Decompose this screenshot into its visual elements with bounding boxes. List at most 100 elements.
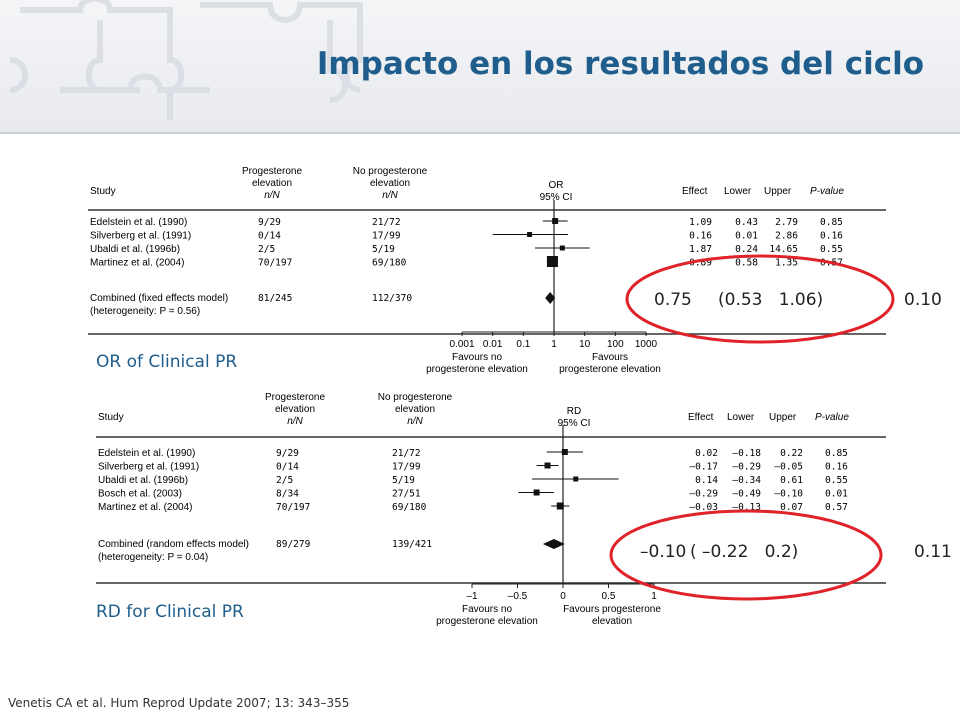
slide-title: Impacto en los resultados del ciclo bbox=[316, 46, 924, 82]
undefined-x-tick-label: 100 bbox=[607, 339, 624, 350]
undefined-study-lower: 0.01 bbox=[735, 231, 758, 242]
undefined-study-g2: 21/72 bbox=[392, 448, 421, 459]
undefined-study-effect: 0.16 bbox=[689, 231, 712, 242]
undefined-study-pvalue: 0.85 bbox=[820, 217, 843, 228]
undefined-study-g2: 69/180 bbox=[392, 502, 427, 513]
undefined-study-upper: 1.35 bbox=[775, 258, 798, 269]
undefined-header-group1: n/N bbox=[264, 190, 280, 201]
undefined-favours-left: Favours no bbox=[452, 352, 502, 363]
undefined-header-measure: RD bbox=[567, 406, 581, 417]
undefined-study-pvalue: 0.55 bbox=[820, 244, 843, 255]
highlight-effect-or: 0.75 bbox=[654, 290, 692, 310]
undefined-combined-g1: 81/245 bbox=[258, 293, 292, 304]
undefined-study-effect: 1.09 bbox=[689, 217, 712, 228]
undefined-study-effect: 0.89 bbox=[689, 258, 712, 269]
undefined-study-marker bbox=[546, 256, 558, 267]
undefined-study-effect: –0.03 bbox=[689, 502, 718, 513]
undefined-study-g1: 0/14 bbox=[276, 462, 299, 473]
undefined-favours-left: Favours no bbox=[462, 604, 512, 615]
undefined-x-tick-label: 0.01 bbox=[483, 339, 503, 350]
undefined-study-g1: 2/5 bbox=[258, 244, 275, 255]
undefined-combined-diamond bbox=[542, 539, 565, 549]
undefined-study-upper: –0.05 bbox=[774, 462, 803, 473]
undefined-header-upper: Upper bbox=[769, 412, 797, 423]
undefined-study-lower: 0.43 bbox=[735, 217, 758, 228]
highlight-effect-rd: –0.10 bbox=[640, 542, 687, 562]
undefined-header-group2: No progesterone bbox=[378, 392, 453, 403]
undefined-x-tick-label: 1 bbox=[551, 339, 557, 350]
undefined-study-upper: 2.86 bbox=[775, 231, 798, 242]
undefined-study-g1: 70/197 bbox=[276, 502, 310, 513]
undefined-header-ci: 95% CI bbox=[540, 192, 573, 203]
undefined-study-marker bbox=[533, 489, 540, 496]
puzzle-background bbox=[9, 0, 363, 120]
undefined-combined-heterogeneity: (heterogeneity: P = 0.04) bbox=[98, 552, 208, 563]
undefined-study-lower: 0.24 bbox=[735, 244, 758, 255]
undefined-header-study: Study bbox=[90, 186, 116, 197]
undefined-study-name: Martinez et al. (2004) bbox=[90, 258, 185, 269]
undefined-study-name: Martinez et al. (2004) bbox=[98, 502, 193, 513]
undefined-study-g2: 5/19 bbox=[392, 475, 415, 486]
undefined-study-name: Silverberg et al. (1991) bbox=[98, 462, 199, 473]
undefined-header-pvalue: P-value bbox=[810, 186, 844, 197]
undefined-header-upper: Upper bbox=[764, 186, 792, 197]
undefined-combined-label: Combined (fixed effects model) bbox=[90, 293, 228, 304]
highlight-pvalue-rd: 0.11 bbox=[914, 542, 952, 562]
undefined-study-effect: 0.14 bbox=[695, 475, 718, 486]
undefined-header-ci: 95% CI bbox=[558, 418, 591, 429]
undefined-study-upper: 0.22 bbox=[780, 448, 803, 459]
undefined-study-g2: 27/51 bbox=[392, 489, 421, 500]
undefined-favours-right: Favours progesterone bbox=[563, 604, 661, 615]
undefined-study-g1: 9/29 bbox=[276, 448, 299, 459]
undefined-study-marker bbox=[556, 502, 564, 510]
undefined-combined-label: Combined (random effects model) bbox=[98, 539, 249, 550]
undefined-study-marker bbox=[559, 245, 565, 251]
undefined-header-pvalue: P-value bbox=[815, 412, 849, 423]
highlight-ci-rd: ( –0.22 0.2) bbox=[690, 542, 799, 562]
undefined-study-lower: –0.29 bbox=[732, 462, 761, 473]
undefined-header-lower: Lower bbox=[727, 412, 755, 423]
undefined-study-pvalue: 0.16 bbox=[825, 462, 848, 473]
undefined-header-group2: elevation bbox=[395, 404, 435, 415]
highlight-pvalue-or: 0.10 bbox=[904, 290, 942, 310]
undefined-study-effect: 1.87 bbox=[689, 244, 712, 255]
undefined-header-group1: n/N bbox=[287, 416, 303, 427]
undefined-study-lower: –0.13 bbox=[732, 502, 761, 513]
caption-or: OR of Clinical PR bbox=[96, 352, 238, 372]
undefined-study-effect: –0.29 bbox=[689, 489, 718, 500]
undefined-study-lower: –0.18 bbox=[732, 448, 761, 459]
undefined-study-lower: 0.58 bbox=[735, 258, 758, 269]
undefined-study-g1: 8/34 bbox=[276, 489, 299, 500]
undefined-favours-right: progesterone elevation bbox=[559, 364, 661, 375]
undefined-x-tick-label: –1 bbox=[466, 591, 478, 602]
undefined-header-group1: Progesterone bbox=[265, 392, 325, 403]
undefined-study-pvalue: 0.85 bbox=[825, 448, 848, 459]
undefined-study-name: Silverberg et al. (1991) bbox=[90, 231, 191, 242]
undefined-study-name: Bosch et al. (2003) bbox=[98, 489, 182, 500]
undefined-study-g2: 69/180 bbox=[372, 258, 407, 269]
undefined-header-effect: Effect bbox=[682, 186, 708, 197]
undefined-study-name: Ubaldi et al. (1996b) bbox=[90, 244, 180, 255]
undefined-favours-right: elevation bbox=[592, 616, 632, 627]
undefined-study-name: Edelstein et al. (1990) bbox=[90, 217, 187, 228]
undefined-study-name: Edelstein et al. (1990) bbox=[98, 448, 195, 459]
undefined-study-effect: –0.17 bbox=[689, 462, 718, 473]
undefined-header-group1: Progesterone bbox=[242, 166, 302, 177]
undefined-x-tick-label: –0.5 bbox=[508, 591, 528, 602]
undefined-x-tick-label: 0 bbox=[560, 591, 566, 602]
highlight-ci-or: (0.53 1.06) bbox=[718, 290, 824, 310]
undefined-x-tick-label: 0.001 bbox=[449, 339, 474, 350]
undefined-x-tick-label: 10 bbox=[579, 339, 591, 350]
undefined-combined-g2: 112/370 bbox=[372, 293, 412, 304]
undefined-x-tick-label: 1000 bbox=[635, 339, 658, 350]
caption-rd: RD for Clinical PR bbox=[96, 602, 244, 622]
undefined-x-tick-label: 0.5 bbox=[602, 591, 616, 602]
undefined-combined-heterogeneity: (heterogeneity: P = 0.56) bbox=[90, 306, 200, 317]
undefined-header-group1: elevation bbox=[275, 404, 315, 415]
undefined-study-g2: 5/19 bbox=[372, 244, 395, 255]
undefined-study-g1: 0/14 bbox=[258, 231, 281, 242]
undefined-study-marker bbox=[527, 232, 533, 237]
undefined-study-marker bbox=[561, 449, 568, 455]
undefined-study-g1: 70/197 bbox=[258, 258, 292, 269]
undefined-combined-g2: 139/421 bbox=[392, 539, 432, 550]
